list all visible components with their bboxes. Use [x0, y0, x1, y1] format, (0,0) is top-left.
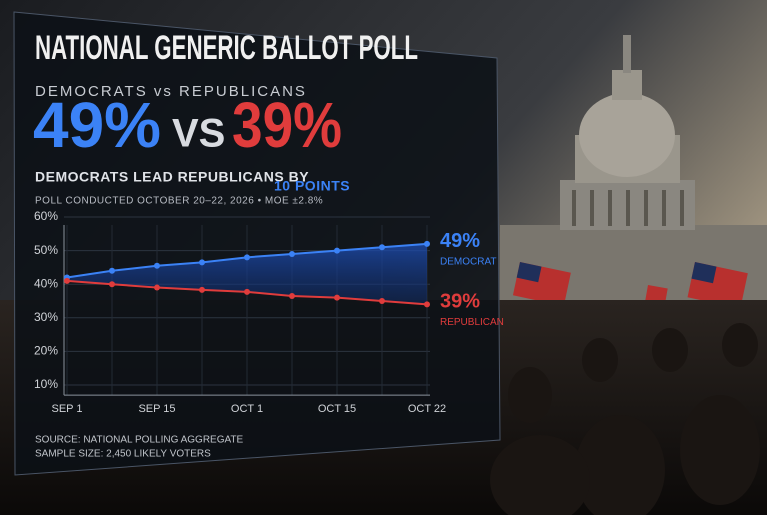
flags — [512, 261, 748, 309]
title: NATIONAL GENERIC BALLOT POLL — [35, 29, 418, 67]
headline-dem: 49% — [33, 89, 161, 161]
x-tick-label: SEP 15 — [138, 403, 175, 415]
point — [109, 281, 115, 288]
sample: SAMPLE SIZE: 2,450 LIKELY VOTERS — [35, 449, 211, 460]
gap-area — [67, 243, 427, 305]
point — [154, 262, 160, 269]
point — [424, 301, 430, 308]
end-label: 49% — [440, 230, 480, 252]
point — [199, 286, 205, 293]
legend-label: DEMOCRAT — [440, 257, 496, 268]
point — [334, 294, 340, 301]
plot: 10% 20% 30% 40% 50% 60% SEP 1 SEP 15 OCT 1 OCT 15… — [34, 209, 504, 415]
lead-points: 10 POINTS — [274, 178, 350, 194]
point — [64, 277, 70, 284]
headline-rep: 39% — [232, 89, 342, 161]
point — [289, 292, 295, 299]
headline-vs: VS — [172, 112, 225, 156]
subtitle: DEMOCRATS vs REPUBLICANS — [35, 83, 307, 100]
point — [289, 250, 295, 257]
crowd-heads — [490, 323, 760, 515]
y-tick-label: 60% — [34, 209, 58, 223]
source: SOURCE: NATIONAL POLLING AGGREGATE — [35, 435, 244, 446]
point — [334, 247, 340, 254]
point — [244, 288, 250, 295]
point — [379, 298, 385, 304]
y-tick-label: 30% — [34, 310, 58, 324]
poll-note: POLL CONDUCTED OCTOBER 20–22, 2026 • MOE… — [35, 196, 323, 207]
x-tick-label: SEP 1 — [52, 403, 83, 415]
point — [199, 259, 205, 266]
lead-text: DEMOCRATS LEAD REPUBLICANS BY — [35, 169, 309, 185]
panel — [13, 11, 501, 476]
x-tick-label: OCT 22 — [408, 403, 446, 415]
point — [154, 284, 160, 291]
y-tick-label: 50% — [34, 243, 58, 257]
point — [244, 254, 250, 261]
point — [424, 240, 430, 247]
end-label: 39% — [440, 291, 480, 313]
x-tick-label: OCT 15 — [318, 403, 356, 415]
x-tick-label: OCT 1 — [231, 403, 263, 415]
legend-label: REPUBLICAN — [440, 317, 504, 328]
capitol — [500, 35, 767, 305]
y-tick-label: 20% — [34, 344, 58, 358]
y-tick-label: 40% — [34, 276, 58, 290]
point — [379, 244, 385, 251]
point — [109, 267, 115, 274]
y-tick-label: 10% — [34, 377, 58, 391]
